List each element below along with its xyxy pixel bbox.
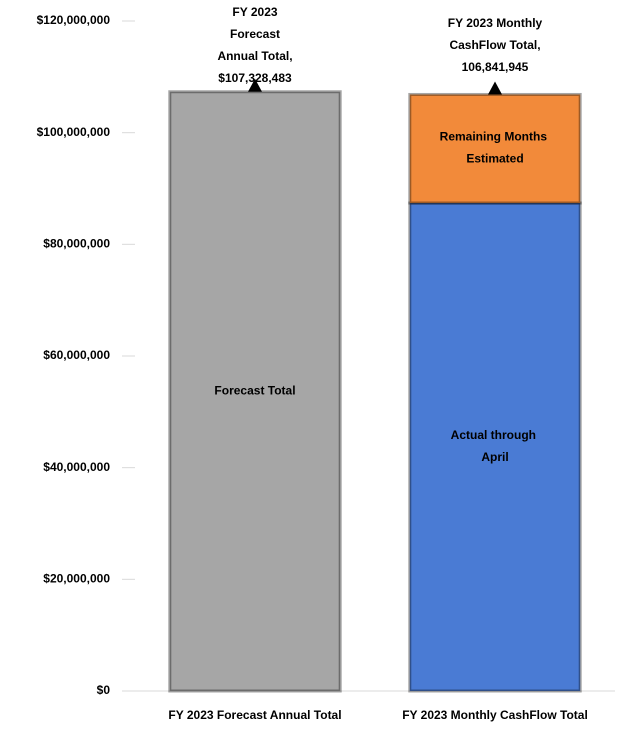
bar-segment	[408, 92, 582, 205]
annotation-text: FY 2023 Monthly	[448, 16, 543, 30]
segment-label: Forecast Total	[214, 384, 295, 398]
segment-label: Remaining Months Estimated	[440, 130, 551, 166]
y-tick-label: $20,000,000	[43, 572, 110, 586]
annotation-text: CashFlow Total,	[449, 38, 540, 52]
annotation-marker	[488, 81, 502, 95]
y-tick-label: $0	[97, 683, 111, 697]
segment-label: Actual through April	[451, 428, 540, 464]
bar-segment	[168, 90, 342, 693]
x-tick-label: FY 2023 Monthly CashFlow Total	[402, 708, 588, 722]
bar-segment	[408, 201, 582, 693]
y-tick-label: $120,000,000	[37, 13, 111, 27]
y-tick-label: $60,000,000	[43, 348, 110, 362]
annotation-text: FY 2023	[232, 5, 277, 19]
annotation-text: $107,328,483	[218, 71, 292, 85]
y-tick-label: $40,000,000	[43, 460, 110, 474]
annotation-text: Forecast	[230, 27, 280, 41]
annotation-marker	[248, 78, 262, 92]
y-tick-label: $100,000,000	[37, 125, 111, 139]
annotation-text: Annual Total,	[217, 49, 292, 63]
annotation-text: 106,841,945	[462, 60, 529, 74]
x-tick-label: FY 2023 Forecast Annual Total	[168, 708, 341, 722]
y-tick-label: $80,000,000	[43, 237, 110, 251]
